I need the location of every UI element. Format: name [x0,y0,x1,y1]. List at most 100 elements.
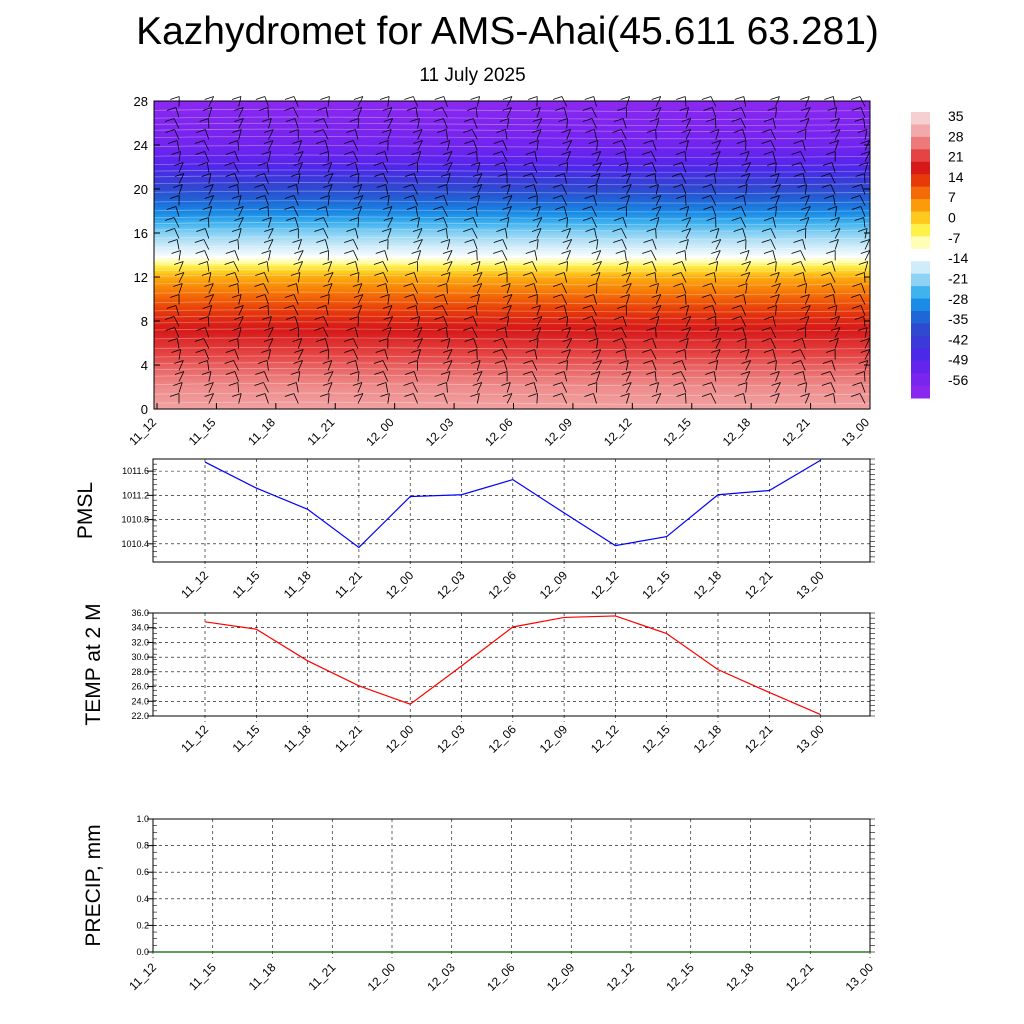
wind-barb [685,327,692,338]
wind-barb [327,349,330,360]
wind-barb-flag [289,228,299,232]
wind-barb [476,382,483,393]
wind-barb [505,228,508,239]
wind-barb [684,349,687,360]
wind-barb-flag [711,239,721,243]
wind-barb [775,261,777,272]
wind-barb [772,118,776,129]
wind-barb-flag [496,129,506,133]
wind-barb [650,349,657,360]
wind-barb [804,228,807,239]
wind-barb [713,371,717,382]
contour-line [153,209,871,213]
wind-barb-flag [412,327,423,331]
heatmap-band [154,355,870,359]
wind-barb [770,327,776,338]
x-tick-label: 11_12 [126,415,159,448]
wind-barb [831,162,836,173]
heatmap-band [154,216,870,220]
wind-barb-flag [649,217,660,221]
wind-barb-flag [323,272,334,276]
wind-barb [203,338,210,349]
wind-barb-flag [202,305,212,309]
wind-barb-flag [646,371,656,375]
wind-barb [804,382,808,393]
wind-barb [622,118,627,129]
wind-barb [293,393,299,404]
wind-barb-flag [614,118,624,122]
wind-barb [625,360,629,371]
wind-barb-flag [705,173,715,177]
wind-barb [533,382,538,393]
contour-line [153,246,871,250]
wind-barb-flag [681,118,691,122]
wind-barb-flag [826,151,836,155]
wind-barb-flag [405,371,415,375]
y-tick-label: 28.0 [131,667,149,677]
wind-barb [506,217,510,228]
wind-barb [594,327,597,338]
wind-barb-flag [225,349,235,353]
wind-barb-flag [588,338,599,342]
wind-barb-flag [562,140,572,144]
wind-barb [174,228,180,239]
wind-barb-flag [287,283,297,287]
wind-barb [293,107,299,118]
wind-barb [533,283,538,294]
wind-barb-flag [824,96,834,100]
wind-barb [502,338,508,349]
wind-barb [237,283,240,294]
wind-barb [297,338,302,349]
wind-barb-flag [225,173,235,177]
heatmap-band [154,221,870,225]
wind-barb [387,107,393,118]
wind-barb [566,217,569,228]
wind-barb-flag [352,206,362,210]
wind-barb [536,129,542,140]
wind-barb-flag [464,140,474,144]
y-tick-label: 34.0 [131,623,149,633]
wind-barb-flag [620,294,630,298]
wind-barb-flag [770,96,780,100]
heatmap-band [154,206,870,210]
wind-barb-flag [352,305,362,309]
wind-barb-flag [791,261,801,265]
wind-barb [357,393,364,404]
wind-barb-flag [558,118,568,122]
wind-barb [621,338,627,349]
wind-barb-flag [443,162,453,166]
wind-barb-flag [470,195,480,199]
wind-barb [442,305,448,316]
wind-barb-flag [168,239,178,243]
heatmap-band [154,134,870,138]
wind-barb-flag [761,239,771,243]
wind-barb [593,195,597,206]
wind-barb [863,217,866,228]
wind-barb [772,151,776,162]
wind-barb-flag [284,206,294,210]
wind-barb-flag [708,261,718,265]
wind-barb [742,129,747,140]
wind-barb-flag [374,173,384,177]
wind-barb-flag [734,96,744,100]
wind-barb-flag [314,228,324,232]
wind-barb [501,349,508,360]
wind-barb [834,338,839,349]
wind-barb [626,283,632,294]
heatmap-band [154,252,870,256]
wind-barb [591,305,597,316]
wind-barb-flag [854,217,864,221]
heatmap-band [154,396,870,400]
wind-barb [740,217,747,228]
wind-barb [685,217,692,228]
wind-barb [204,250,210,261]
wind-barb-flag [675,250,686,254]
wind-barb [417,239,423,250]
wind-barb-flag [708,162,718,166]
wind-barb [745,283,748,294]
wind-barb [655,107,662,118]
y-tick-label: 0.6 [136,867,149,877]
wind-barb-flag [290,371,300,375]
wind-barb-flag [797,184,807,188]
heatmap-band [154,362,870,366]
